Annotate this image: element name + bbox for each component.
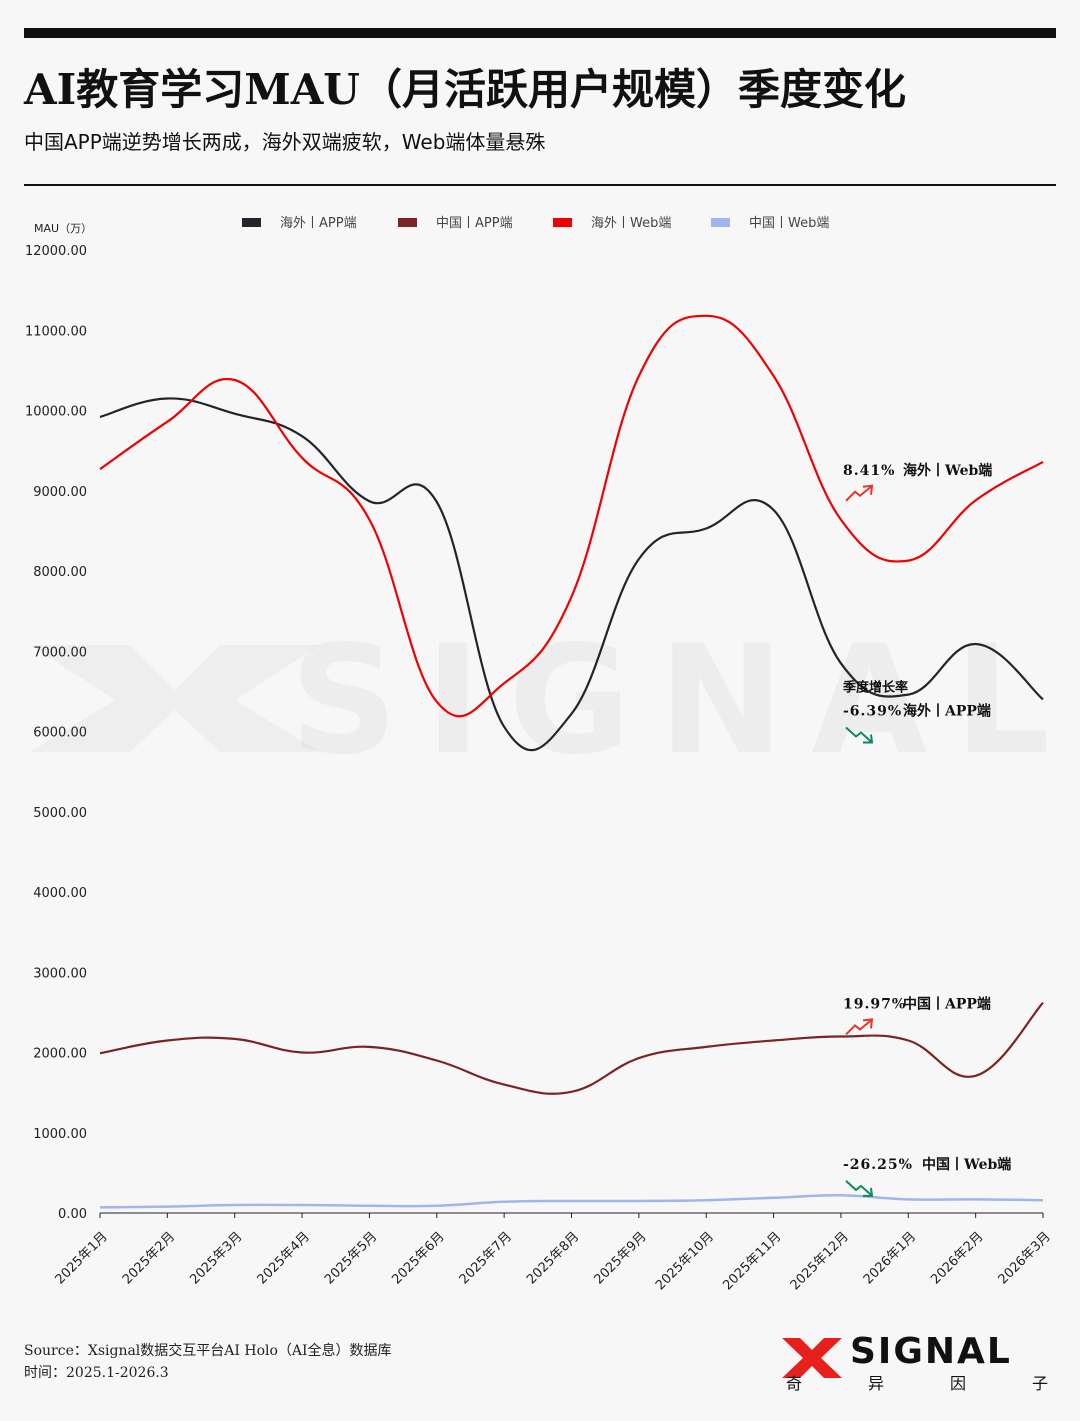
y-tick-label: 5000.00 bbox=[33, 806, 87, 821]
trend-arrow-line bbox=[845, 726, 872, 743]
growth-annotation: 8.41% 海外丨Web端 bbox=[843, 462, 992, 502]
x-tick-label: 2025年11月 bbox=[720, 1229, 784, 1293]
legend-swatch bbox=[398, 218, 417, 227]
logo-sub-char: 奇 bbox=[786, 1374, 803, 1393]
trend-arrow-head bbox=[863, 1187, 874, 1197]
legend-label: 海外丨Web端 bbox=[591, 216, 671, 231]
y-tick-label: 7000.00 bbox=[33, 645, 87, 660]
legend-swatch bbox=[553, 218, 572, 227]
annotation-value: -6.39% bbox=[843, 704, 902, 720]
y-axis-label: MAU（万） bbox=[34, 222, 92, 235]
y-tick-label: 6000.00 bbox=[33, 726, 87, 741]
trend-down-icon bbox=[845, 1180, 874, 1197]
growth-annotation: 19.97%中国丨APP端 bbox=[843, 995, 991, 1036]
y-tick-label: 10000.00 bbox=[25, 405, 87, 420]
trend-arrow-line bbox=[845, 1180, 872, 1196]
trend-arrow-line bbox=[845, 485, 872, 502]
annotation-series-label: 中国丨Web端 bbox=[922, 1156, 1011, 1173]
x-tick-label: 2025年9月 bbox=[591, 1229, 649, 1287]
x-tick-label: 2025年1月 bbox=[53, 1229, 111, 1287]
time-note: 时间：2025.1-2026.3 bbox=[24, 1365, 169, 1381]
legend-label: 海外丨APP端 bbox=[280, 216, 357, 231]
y-tick-label: 0.00 bbox=[58, 1207, 87, 1222]
annotation-header: 季度增长率 bbox=[842, 680, 908, 696]
x-tick-label: 2025年7月 bbox=[457, 1229, 515, 1287]
series-line bbox=[99, 314, 1044, 718]
trend-up-icon bbox=[845, 1018, 874, 1036]
x-tick-label: 2025年8月 bbox=[524, 1229, 582, 1287]
y-tick-label: 9000.00 bbox=[33, 485, 87, 500]
series-lines bbox=[99, 314, 1044, 1209]
x-tick-label: 2025年4月 bbox=[255, 1229, 313, 1287]
trend-arrow-head bbox=[863, 734, 874, 744]
trend-arrow-line bbox=[845, 1019, 872, 1036]
annotation-series-label: 中国丨APP端 bbox=[903, 995, 991, 1012]
annotation-value: 19.97% bbox=[843, 996, 906, 1012]
legend-item: 中国丨APP端 bbox=[398, 216, 513, 231]
x-tick-label: 2025年6月 bbox=[389, 1229, 447, 1287]
series-line bbox=[99, 397, 1044, 752]
legend-swatch bbox=[711, 218, 730, 227]
legend-item: 海外丨APP端 bbox=[242, 216, 357, 231]
y-tick-label: 2000.00 bbox=[33, 1047, 87, 1062]
annotation-value: -26.25% bbox=[843, 1157, 913, 1173]
legend-item: 海外丨Web端 bbox=[553, 216, 671, 231]
series-line bbox=[99, 1001, 1044, 1095]
y-tick-label: 3000.00 bbox=[33, 966, 87, 981]
legend-label: 中国丨APP端 bbox=[436, 216, 513, 231]
legend-swatch bbox=[242, 218, 261, 227]
x-tick-label: 2026年3月 bbox=[996, 1229, 1054, 1287]
x-tick-label: 2026年1月 bbox=[861, 1229, 919, 1287]
header-divider bbox=[24, 184, 1056, 186]
top-rule bbox=[24, 28, 1056, 38]
y-tick-label: 11000.00 bbox=[25, 324, 87, 339]
annotation-value: 8.41% bbox=[843, 463, 895, 479]
x-tick-label: 2025年10月 bbox=[653, 1229, 717, 1293]
x-tick-label: 2025年2月 bbox=[120, 1229, 178, 1287]
page-title: AI教育学习MAU（月活跃用户规模）季度变化 bbox=[24, 65, 906, 114]
legend-item: 中国丨Web端 bbox=[711, 216, 829, 231]
xsignal-logo-mark bbox=[782, 1338, 842, 1378]
trend-arrow-head bbox=[862, 1018, 874, 1029]
page-subtitle: 中国APP端逆势增长两成，海外双端疲软，Web端体量悬殊 bbox=[24, 130, 546, 154]
trend-arrow-head bbox=[862, 484, 874, 495]
mau-line-chart: SIGNAL MAU（万） 0.00 1000.00 2000.00 3000.00 40… bbox=[25, 216, 1054, 1293]
growth-annotation: 季度增长率 -6.39% 海外丨APP端 bbox=[842, 680, 991, 744]
trend-up-icon bbox=[845, 484, 874, 502]
growth-annotation: -26.25% 中国丨Web端 bbox=[843, 1156, 1011, 1197]
legend-label: 中国丨Web端 bbox=[749, 216, 829, 231]
logo-sub-char: 子 bbox=[1032, 1374, 1049, 1393]
y-tick-label: 12000.00 bbox=[25, 244, 87, 259]
y-axis: MAU（万） 0.00 1000.00 2000.00 3000.00 4000.00 50… bbox=[25, 222, 92, 1222]
legend: 海外丨APP端 中国丨APP端 海外丨Web端 中国丨Web端 bbox=[242, 216, 829, 231]
x-tick-label: 2025年5月 bbox=[322, 1229, 380, 1287]
y-tick-label: 4000.00 bbox=[33, 886, 87, 901]
x-axis: 2025年1月 2025年2月 2025年3月 2025年4月 2025年5月 2025年… bbox=[53, 1212, 1054, 1293]
source-note: Source：Xsignal数据交互平台AI Holo（AI全息）数据库 bbox=[24, 1343, 392, 1359]
watermark: SIGNAL bbox=[30, 614, 1050, 788]
y-tick-label: 1000.00 bbox=[33, 1127, 87, 1142]
logo-sub-char: 异 bbox=[868, 1374, 885, 1393]
logo-sub-char: 因 bbox=[950, 1374, 967, 1393]
x-mark-icon bbox=[782, 1338, 842, 1378]
y-tick-label: 8000.00 bbox=[33, 565, 87, 580]
x-tick-label: 2025年12月 bbox=[788, 1229, 852, 1293]
series-line bbox=[99, 1194, 1044, 1209]
annotation-series-label: 海外丨Web端 bbox=[903, 462, 992, 479]
x-tick-label: 2025年3月 bbox=[187, 1229, 245, 1287]
watermark-text: SIGNAL bbox=[290, 614, 1050, 788]
trend-down-icon bbox=[845, 726, 874, 744]
annotation-series-label: 海外丨APP端 bbox=[903, 703, 991, 720]
logo-wordmark: SIGNAL bbox=[850, 1331, 1012, 1372]
x-tick-label: 2026年2月 bbox=[928, 1229, 986, 1287]
